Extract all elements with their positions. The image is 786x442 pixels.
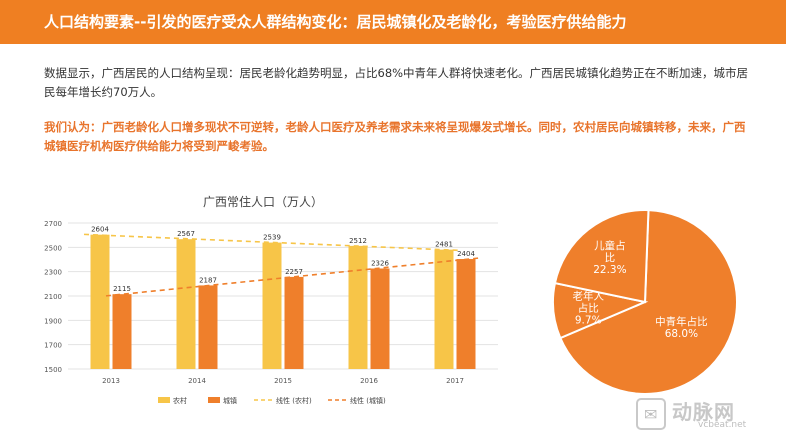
data-label: 2115 — [113, 285, 131, 293]
bar-urban — [112, 294, 132, 369]
pie-label: 22.3% — [593, 264, 626, 276]
x-tick-label: 2016 — [360, 377, 378, 385]
watermark-text: 动脉网 — [672, 400, 735, 424]
pie-slice — [559, 209, 738, 395]
bar-urban — [284, 276, 304, 369]
x-tick-label: 2014 — [188, 377, 206, 385]
data-label: 2539 — [263, 234, 281, 242]
bar-rural — [176, 239, 196, 369]
bar-rural — [90, 234, 110, 369]
data-label: 2481 — [435, 241, 453, 249]
legend-swatch — [158, 397, 170, 403]
bar-rural — [262, 242, 282, 369]
y-tick-label: 2300 — [44, 269, 62, 277]
pie-slice — [553, 209, 650, 304]
y-tick-label: 1700 — [44, 342, 62, 350]
watermark-domain: vcbeat.net — [698, 420, 747, 430]
watermark: ✉ 动脉网 vcbeat.net — [636, 396, 776, 430]
y-tick-label: 2700 — [44, 220, 62, 228]
bar-urban — [370, 268, 390, 369]
data-label: 2512 — [349, 237, 367, 245]
bar-urban — [456, 259, 476, 369]
pie-label: 68.0% — [665, 328, 698, 340]
data-label: 2604 — [91, 226, 109, 234]
legend-label: 城镇 — [223, 396, 237, 405]
bar-urban — [198, 285, 218, 369]
y-tick-label: 1500 — [44, 366, 62, 374]
wechat-icon: ✉ — [644, 405, 658, 424]
chart-title: 广西常住人口（万人） — [203, 195, 323, 209]
data-label: 2257 — [285, 268, 303, 276]
y-tick-label: 2100 — [44, 293, 62, 301]
header-bar: 人口结构要素--引发的医疗受众人群结构变化：居民城镇化及老龄化，考验医疗供给能力 — [0, 0, 786, 44]
legend-swatch — [208, 397, 220, 403]
y-tick-label: 2500 — [44, 244, 62, 252]
bar-rural — [348, 245, 368, 369]
opinion-paragraph: 我们认为：广西老龄化人口增多现状不可逆转，老龄人口医疗及养老需求未来将呈现爆发式… — [44, 120, 746, 153]
data-label: 2567 — [177, 230, 195, 238]
data-paragraph: 数据显示，广西居民的人口结构呈现：居民老龄化趋势明显，占比68%中青年人群将快速… — [44, 66, 749, 99]
pie-label: 中青年占比 — [655, 315, 708, 328]
data-label: 2404 — [457, 250, 475, 258]
pie-label: 9.7% — [575, 315, 602, 327]
page-title: 人口结构要素--引发的医疗受众人群结构变化：居民城镇化及老龄化，考验医疗供给能力 — [44, 13, 627, 31]
pie-label: 占比 — [578, 302, 599, 315]
x-tick-label: 2013 — [102, 377, 120, 385]
pie-label: 儿童占 — [594, 239, 626, 252]
legend-label: 线性 (城镇) — [350, 396, 386, 405]
pie-label: 比 — [605, 251, 616, 264]
watermark-logo: ✉ — [636, 398, 666, 430]
legend-label: 线性 (农村) — [276, 396, 312, 405]
population-bar-chart: 广西常住人口（万人） 1500 1700 1900 2100 2300 2500 2700 20… — [44, 195, 498, 405]
x-tick-label: 2017 — [446, 377, 464, 385]
bar-rural — [434, 249, 454, 369]
data-label: 2326 — [371, 260, 389, 268]
y-tick-label: 1900 — [44, 317, 62, 325]
x-tick-label: 2015 — [274, 377, 292, 385]
legend-label: 农村 — [173, 396, 187, 405]
data-label: 2187 — [199, 276, 217, 284]
